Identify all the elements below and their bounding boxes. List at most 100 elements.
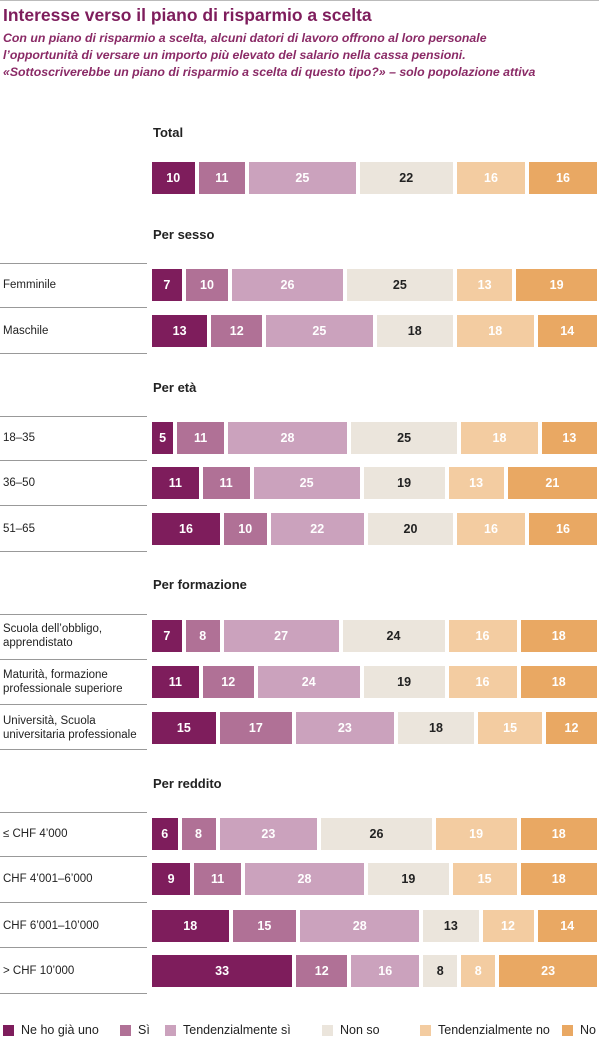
data-label: 12	[229, 324, 244, 338]
row-separator	[0, 902, 147, 903]
bar-segment: 5	[152, 422, 174, 454]
data-label: 11	[211, 872, 225, 886]
bar-segment: 16	[351, 955, 420, 987]
bar-segment: 7	[152, 620, 182, 652]
bar-segment: 16	[448, 620, 517, 652]
bar-segment: 13	[152, 315, 208, 347]
data-label: 18	[429, 721, 443, 735]
bar-segment: 16	[529, 162, 597, 194]
data-label: 15	[176, 721, 191, 735]
bar-segment: 11	[152, 467, 199, 499]
bar-segment: 7	[152, 269, 182, 301]
legend-swatch	[165, 1024, 176, 1036]
bar-segment: 25	[249, 162, 356, 194]
data-label: 25	[312, 324, 327, 338]
data-label: 10	[166, 171, 181, 185]
data-label: 21	[545, 476, 560, 490]
data-label: 8	[199, 629, 207, 643]
bar-segment: 28	[245, 863, 364, 895]
data-label: 7	[163, 278, 171, 292]
bar-segment: 16	[448, 666, 517, 698]
data-label: 9	[167, 872, 175, 886]
data-label: 16	[484, 522, 498, 536]
group-title: Per età	[153, 380, 197, 395]
data-label: 22	[310, 522, 325, 536]
data-label: 11	[219, 476, 233, 490]
data-label: 18	[551, 675, 566, 689]
row-label: Femminile	[3, 279, 57, 291]
bar-segment: 19	[363, 666, 445, 698]
data-label: 24	[386, 629, 401, 643]
subtitle-line: l’opportunità di versare un importo più …	[3, 48, 466, 62]
row-separator	[0, 263, 147, 264]
data-label: 18	[488, 324, 503, 338]
data-label: 15	[477, 872, 492, 886]
bar-segment: 13	[457, 269, 513, 301]
data-label: 11	[168, 476, 182, 490]
bar-segment: 18	[520, 818, 597, 850]
bar-segment: 15	[478, 712, 542, 744]
bar-segment: 18	[520, 863, 597, 895]
row-separator	[0, 947, 147, 948]
bar-segment: 19	[363, 467, 445, 499]
data-label: 28	[352, 919, 367, 933]
data-label: 12	[564, 721, 579, 735]
row-separator	[0, 812, 147, 813]
data-label: 26	[280, 278, 295, 292]
bar-segment: 12	[202, 666, 254, 698]
group-title: Per sesso	[153, 227, 215, 242]
data-label: 22	[399, 171, 414, 185]
legend-item: Ne ho già uno	[3, 1023, 99, 1037]
row-separator	[0, 614, 147, 615]
data-label: 8	[436, 964, 444, 978]
legend-swatch	[562, 1024, 573, 1036]
row-separator	[0, 551, 147, 552]
group-title: Per formazione	[153, 577, 247, 592]
row-label: > CHF 10’000	[3, 965, 75, 977]
data-label: 11	[168, 675, 182, 689]
data-label: 13	[469, 476, 484, 490]
legend-label: Sì	[138, 1023, 150, 1037]
data-label: 19	[401, 872, 416, 886]
bar-segment: 33	[152, 955, 293, 987]
data-label: 24	[301, 675, 316, 689]
data-label: 16	[475, 675, 490, 689]
row-separator	[0, 353, 147, 354]
bar-segment: 16	[457, 162, 525, 194]
bar-segment: 23	[296, 712, 394, 744]
data-label: 14	[560, 324, 575, 338]
bar-segment: 18	[397, 712, 475, 744]
row-separator	[0, 704, 147, 705]
bar-segment: 24	[342, 620, 445, 652]
bar-segment: 25	[266, 315, 373, 347]
bar-segment: 26	[232, 269, 343, 301]
bar-segment: 18	[152, 910, 229, 942]
bar-segment: 12	[296, 955, 348, 987]
row-separator	[0, 307, 147, 308]
bar-segment: 27	[223, 620, 339, 652]
chart-subtitle: Con un piano di risparmio a scelta, alcu…	[3, 30, 595, 81]
group-title: Per reddito	[153, 776, 222, 791]
row-label: Maturità, formazione professionale super…	[3, 669, 123, 695]
row-separator	[0, 505, 147, 506]
bar-segment: 10	[152, 162, 195, 194]
legend-label: Ne ho già uno	[21, 1023, 99, 1037]
subtitle-line: «Sottoscriverebbe un piano di risparmio …	[3, 65, 536, 79]
data-label: 27	[274, 629, 289, 643]
bar-segment: 8	[181, 818, 216, 850]
data-label: 7	[163, 629, 171, 643]
legend-swatch	[420, 1024, 431, 1036]
data-label: 16	[378, 964, 393, 978]
bar-segment: 14	[537, 315, 597, 347]
row-label: CHF 4’001–6’000	[3, 873, 93, 885]
data-label: 25	[295, 171, 310, 185]
data-label: 19	[549, 278, 564, 292]
data-label: 16	[475, 629, 490, 643]
bar-segment: 14	[537, 910, 597, 942]
bar-segment: 19	[368, 863, 449, 895]
row-label: ≤ CHF 4’000	[3, 828, 68, 840]
data-label: 28	[297, 872, 312, 886]
bar-segment: 25	[253, 467, 360, 499]
data-label: 19	[397, 675, 412, 689]
legend-item: Non so	[322, 1023, 380, 1037]
